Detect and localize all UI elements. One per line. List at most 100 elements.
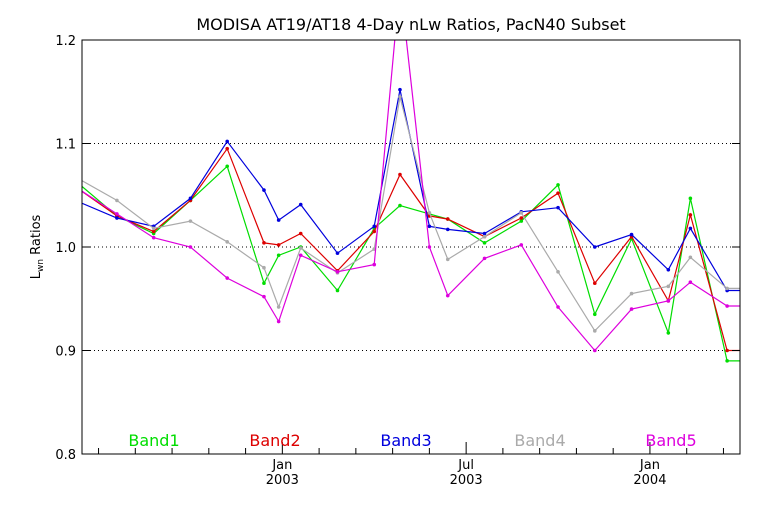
data-point [519, 219, 524, 223]
data-point [519, 243, 524, 247]
data-point [398, 95, 402, 99]
data-point [262, 188, 266, 192]
data-point [262, 294, 266, 299]
data-point [298, 246, 303, 250]
data-point [276, 319, 281, 324]
data-point [666, 299, 671, 303]
y-tick-label: 0.8 [55, 448, 76, 463]
data-point [740, 287, 744, 291]
data-point [740, 359, 744, 363]
data-point [372, 262, 377, 267]
data-point [725, 359, 729, 363]
x-tick-label-year: 2003 [266, 473, 299, 488]
data-point [556, 205, 560, 210]
data-point [225, 146, 230, 151]
series-line-band3 [82, 89, 740, 292]
data-point [78, 188, 82, 192]
data-point [519, 211, 524, 215]
data-point [629, 232, 634, 237]
data-point [276, 305, 281, 309]
data-point [335, 288, 340, 293]
data-point [115, 216, 119, 220]
data-point [188, 219, 193, 223]
data-point [372, 224, 377, 229]
y-tick-label: 0.9 [55, 345, 76, 360]
series-line-band1 [82, 165, 740, 362]
data-point [225, 276, 230, 280]
data-point [398, 203, 402, 208]
data-point [78, 201, 82, 205]
data-point [556, 191, 560, 195]
series-line-band5 [82, 40, 740, 352]
legend-label-band1: Band1 [128, 431, 179, 450]
data-point [427, 245, 432, 249]
data-point [592, 281, 597, 286]
data-point [445, 227, 450, 232]
data-point [262, 281, 266, 286]
y-tick-label: 1.2 [55, 34, 76, 49]
data-point [427, 211, 432, 215]
data-point [482, 231, 487, 236]
data-point [372, 229, 377, 234]
data-point [556, 183, 560, 187]
data-point [740, 349, 744, 353]
data-point [725, 304, 729, 308]
data-point [556, 270, 560, 274]
data-point [688, 196, 693, 201]
data-point [629, 307, 634, 311]
x-tick-label-year: 2003 [450, 473, 483, 488]
data-point [298, 202, 303, 207]
legend-label-band3: Band3 [380, 431, 431, 450]
y-tick-label: 1.1 [55, 138, 76, 153]
data-point [151, 229, 156, 234]
x-tick-label-month: Jan [639, 458, 660, 473]
legend: Band1 Band2 Band3 Band4 Band5 [128, 431, 696, 450]
data-point [276, 243, 281, 247]
data-point [592, 348, 597, 353]
data-point [445, 293, 450, 298]
legend-label-band5: Band5 [645, 431, 696, 450]
data-point [688, 255, 693, 260]
data-point [276, 218, 281, 222]
data-point [592, 312, 597, 317]
data-point [298, 253, 303, 258]
data-point [151, 235, 156, 240]
data-point [276, 253, 281, 258]
data-point [629, 291, 634, 296]
data-point [225, 240, 230, 244]
data-point [688, 213, 693, 217]
data-point [262, 265, 266, 270]
data-point [740, 289, 744, 293]
x-tick-label-month: Jan [271, 458, 292, 473]
data-point [298, 231, 303, 236]
data-point [78, 183, 82, 187]
data-point [592, 245, 597, 249]
data-point [445, 257, 450, 262]
data-point [482, 241, 487, 245]
data-point [225, 139, 230, 144]
data-point [482, 256, 487, 261]
data-point [188, 196, 193, 201]
data-point [335, 270, 340, 274]
legend-label-band2: Band2 [249, 431, 300, 450]
data-point [740, 304, 744, 308]
data-point [188, 245, 193, 249]
data-point [151, 226, 156, 231]
series-line-band2 [82, 147, 740, 352]
data-point [519, 216, 524, 220]
data-point [666, 331, 671, 335]
series-lines [78, 40, 744, 363]
data-point [398, 172, 402, 177]
data-point [427, 224, 432, 229]
legend-label-band4: Band4 [514, 431, 565, 450]
data-point [592, 329, 597, 333]
data-point [115, 212, 119, 216]
y-axis-label: Lwn Ratios [29, 214, 46, 279]
data-point [688, 280, 693, 284]
data-point [78, 178, 82, 182]
data-point [262, 241, 266, 245]
data-point [688, 226, 693, 231]
data-point [725, 286, 729, 291]
